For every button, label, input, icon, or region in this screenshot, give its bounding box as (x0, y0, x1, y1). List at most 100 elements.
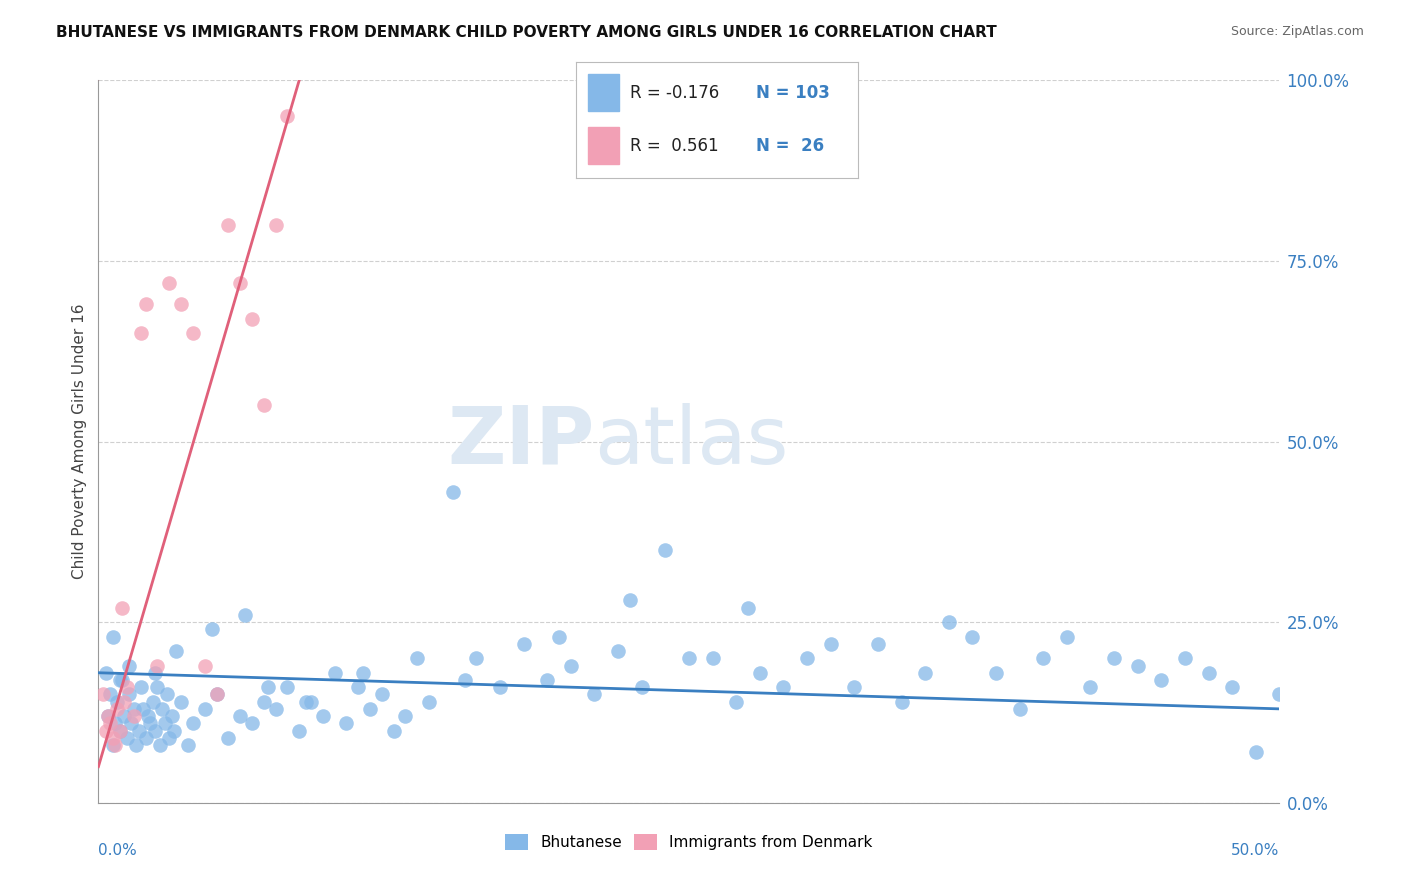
Text: atlas: atlas (595, 402, 789, 481)
Point (181, 326, 204, 341)
Point (1080, 680, 1102, 694)
Point (560, 658, 582, 673)
Point (143, 723, 166, 738)
Point (914, 665, 936, 680)
Point (122, 709, 145, 723)
Point (465, 651, 488, 665)
Point (217, 218, 239, 232)
Point (91, 687, 114, 701)
Point (229, 709, 252, 723)
Point (725, 695, 748, 709)
Point (548, 630, 571, 644)
Point (105, 702, 128, 716)
Point (453, 673, 475, 687)
Point (288, 723, 311, 738)
Point (489, 680, 512, 694)
Point (583, 687, 606, 701)
Text: R = -0.176: R = -0.176 (630, 84, 718, 102)
Point (536, 673, 558, 687)
Point (115, 731, 138, 745)
Point (98, 716, 121, 731)
Point (205, 687, 228, 701)
Point (108, 723, 131, 738)
Point (122, 702, 145, 716)
Point (157, 276, 180, 290)
Point (276, 680, 298, 694)
Point (125, 738, 148, 752)
Point (359, 702, 381, 716)
Point (143, 665, 166, 680)
Point (146, 680, 169, 694)
Point (149, 738, 172, 752)
Point (866, 637, 889, 651)
Point (128, 723, 150, 738)
Point (94, 665, 117, 680)
Point (177, 738, 200, 752)
Point (702, 651, 724, 665)
Point (264, 702, 287, 716)
Point (170, 297, 193, 311)
Point (257, 680, 280, 694)
Point (394, 709, 416, 723)
Bar (588, 74, 619, 112)
Point (111, 600, 134, 615)
Point (1032, 651, 1054, 665)
Point (1268, 687, 1291, 701)
Point (94, 723, 117, 738)
Point (371, 687, 394, 701)
Point (153, 716, 176, 731)
Text: Source: ZipAtlas.com: Source: ZipAtlas.com (1230, 25, 1364, 38)
Point (772, 680, 794, 694)
Point (512, 637, 534, 651)
Point (1244, 745, 1267, 759)
Point (962, 630, 984, 644)
Point (253, 695, 276, 709)
Y-axis label: Child Poverty Among Girls Under 16: Child Poverty Among Girls Under 16 (72, 304, 87, 579)
Point (165, 644, 187, 658)
Text: 50.0%: 50.0% (1232, 843, 1279, 857)
Point (121, 716, 143, 731)
Point (98, 687, 121, 701)
Point (312, 709, 335, 723)
Text: ZIP: ZIP (447, 402, 595, 481)
Point (240, 716, 263, 731)
Point (1220, 680, 1243, 694)
Point (630, 680, 652, 694)
Point (101, 731, 124, 745)
Point (796, 651, 818, 665)
Point (105, 695, 128, 709)
Point (135, 297, 157, 311)
Text: 0.0%: 0.0% (98, 843, 138, 857)
Point (737, 600, 759, 615)
Point (139, 716, 162, 731)
Point (157, 731, 180, 745)
Point (844, 680, 866, 694)
Point (418, 695, 440, 709)
Point (654, 542, 676, 557)
Bar (588, 128, 619, 164)
Point (240, 311, 263, 326)
Point (607, 644, 630, 658)
Point (111, 673, 134, 687)
Point (323, 665, 346, 680)
Point (142, 695, 165, 709)
Point (101, 630, 124, 644)
Point (441, 485, 464, 500)
Point (335, 716, 357, 731)
Point (104, 716, 127, 731)
Point (984, 665, 1007, 680)
Point (129, 326, 152, 341)
Text: BHUTANESE VS IMMIGRANTS FROM DENMARK CHILD POVERTY AMONG GIRLS UNDER 16 CORRELAT: BHUTANESE VS IMMIGRANTS FROM DENMARK CHI… (56, 25, 997, 40)
Point (118, 687, 141, 701)
Text: N = 103: N = 103 (756, 84, 831, 102)
Point (253, 398, 276, 412)
Point (156, 687, 179, 701)
Point (299, 695, 322, 709)
Point (1150, 673, 1173, 687)
Point (217, 731, 239, 745)
Point (181, 716, 204, 731)
Point (150, 702, 173, 716)
Point (820, 637, 842, 651)
Point (136, 709, 159, 723)
Point (1198, 665, 1220, 680)
